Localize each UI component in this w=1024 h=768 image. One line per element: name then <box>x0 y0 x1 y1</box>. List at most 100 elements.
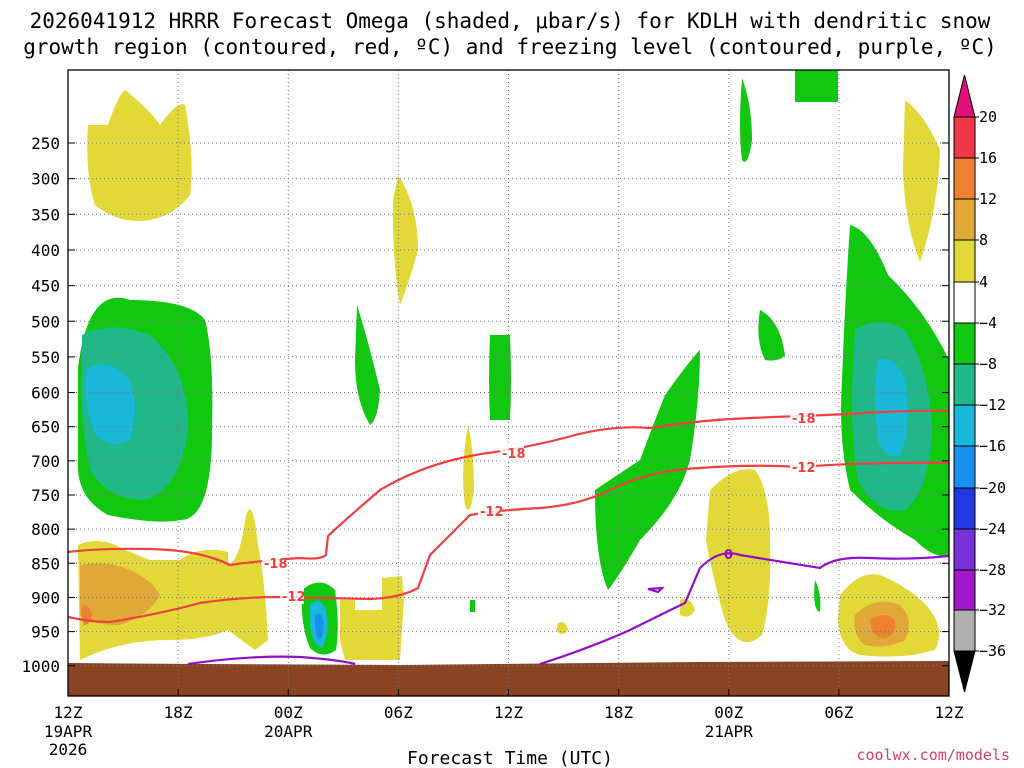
colorbar-bin <box>953 487 976 530</box>
y-tick-label: 350 <box>31 205 60 224</box>
colorbar-bottom-arrow <box>953 650 976 693</box>
x-tick-label: 18Z <box>164 703 193 722</box>
colorbar-bin <box>953 609 976 652</box>
y-tick-label: 750 <box>31 486 60 505</box>
contour-label: -12 <box>480 505 504 520</box>
colorbar-tick-label: −24 <box>979 520 1006 538</box>
omega-rising-inner-left <box>85 364 135 444</box>
colorbar-tick-label: 8 <box>979 231 988 249</box>
x-tick-sublabel: 20APR <box>264 722 313 741</box>
colorbar-tick-label: −36 <box>979 642 1006 660</box>
colorbar-bin <box>953 404 976 447</box>
y-tick-label: 950 <box>31 623 60 642</box>
omega-sinking-cell <box>463 425 474 510</box>
contour-minus18 <box>68 409 949 567</box>
colorbar-bin <box>953 569 976 611</box>
contour-freezing-level-0C <box>647 586 665 594</box>
contour-label: 0 <box>724 548 733 563</box>
contour-label: -12 <box>792 461 816 476</box>
x-tick-label: 06Z <box>384 703 413 722</box>
contour-labels: -18 -12 -18 -12 -18 -12 0 <box>262 411 816 605</box>
omega-rising-cell <box>740 78 752 162</box>
y-tick-label: 800 <box>31 520 60 539</box>
omega-rising-cell <box>355 305 380 425</box>
y-tick-label: 600 <box>31 384 60 403</box>
omega-sinking-cell <box>706 469 771 643</box>
y-tick-label: 400 <box>31 241 60 260</box>
x-tick-label: 00Z <box>274 703 303 722</box>
contour-label-bg <box>790 460 816 475</box>
chart-title-line2: growth region (contoured, red, ºC) and f… <box>23 35 997 59</box>
x-tick-label: 06Z <box>824 703 853 722</box>
colorbar-bin <box>953 528 976 571</box>
colorbar-bin <box>953 239 976 283</box>
omega-rising-cell <box>595 350 700 590</box>
y-tick-label: 700 <box>31 452 60 471</box>
colorbar-bin <box>953 157 976 200</box>
omega-sinking-cell <box>556 622 568 634</box>
contour-label-bg <box>262 556 284 571</box>
colorbar-bin <box>953 445 976 489</box>
contour-freezing-level-0C <box>187 655 356 666</box>
colorbar-tick-label: −28 <box>979 561 1006 579</box>
x-tick-label: 12Z <box>54 703 83 722</box>
colorbar-tick-label: −8 <box>979 355 997 373</box>
y-tick-label: 650 <box>31 418 60 437</box>
y-tick-label: 250 <box>31 134 60 153</box>
colorbar-tick-label: 12 <box>979 190 997 208</box>
contours <box>68 409 949 666</box>
omega-rising-cell <box>758 310 785 361</box>
contour-label-bg <box>280 589 304 604</box>
y-axis: 250 300 350 400 450 500 550 600 650 700 750 800 850 9… <box>21 134 949 676</box>
y-tick-label: 850 <box>31 554 60 573</box>
contour-label-bg <box>500 446 524 461</box>
contour-label-bg <box>478 504 502 519</box>
y-tick-label: 300 <box>31 170 60 189</box>
x-tick-label: 12Z <box>935 703 964 722</box>
omega-sinking-cell <box>392 175 418 305</box>
colorbar: 20 16 12 8 4 −4 −8 −12 −16 −20 −24 −28 −32 −36 <box>953 74 1006 693</box>
contour-label-bg <box>790 411 816 426</box>
colorbar-bin <box>953 116 976 159</box>
omega-shading <box>78 70 949 660</box>
y-tick-label: 900 <box>31 588 60 607</box>
contour-label: -18 <box>792 412 816 427</box>
y-tick-label: 450 <box>31 277 60 296</box>
colorbar-top-arrow <box>953 74 976 118</box>
x-tick-sublabel: 21APR <box>705 722 754 741</box>
colorbar-bin <box>953 198 976 241</box>
colorbar-tick-label: −20 <box>979 479 1006 497</box>
x-tick-label: 18Z <box>604 703 633 722</box>
colorbar-tick-label: 20 <box>979 108 997 126</box>
contour-label: -18 <box>502 447 526 462</box>
y-tick-label: 550 <box>31 348 60 367</box>
contour-label: -18 <box>264 557 288 572</box>
omega-rising-cell <box>470 600 475 612</box>
omega-rising-inner-right <box>875 359 908 456</box>
x-tick-label: 12Z <box>494 703 523 722</box>
colorbar-bin <box>953 322 976 365</box>
colorbar-tick-label: −32 <box>979 601 1006 619</box>
colorbar-tick-label: −4 <box>979 314 997 332</box>
omega-sinking-cell <box>903 100 940 262</box>
omega-rising-cell <box>795 70 838 102</box>
omega-rising-inner-small <box>314 613 324 640</box>
x-tick-label: 00Z <box>714 703 743 722</box>
grid-lines <box>68 70 949 696</box>
omega-sinking-cell <box>87 90 192 221</box>
colorbar-tick-label: −16 <box>979 437 1006 455</box>
omega-rising-cell <box>489 335 511 420</box>
omega-rising-cell <box>814 580 821 612</box>
contour-minus12 <box>68 461 949 624</box>
credit-text: coolwx.com/models <box>856 746 1010 764</box>
omega-sinking-core-low-left <box>80 563 160 625</box>
x-tick-sublabel: 2026 <box>49 740 88 759</box>
contour-label: -12 <box>282 590 306 605</box>
y-tick-label: 1000 <box>21 657 60 676</box>
colorbar-tick-label: −12 <box>979 396 1006 414</box>
colorbar-bin <box>953 363 976 406</box>
colorbar-tick-label: 4 <box>979 273 988 291</box>
x-tick-sublabel: 19APR <box>44 722 93 741</box>
